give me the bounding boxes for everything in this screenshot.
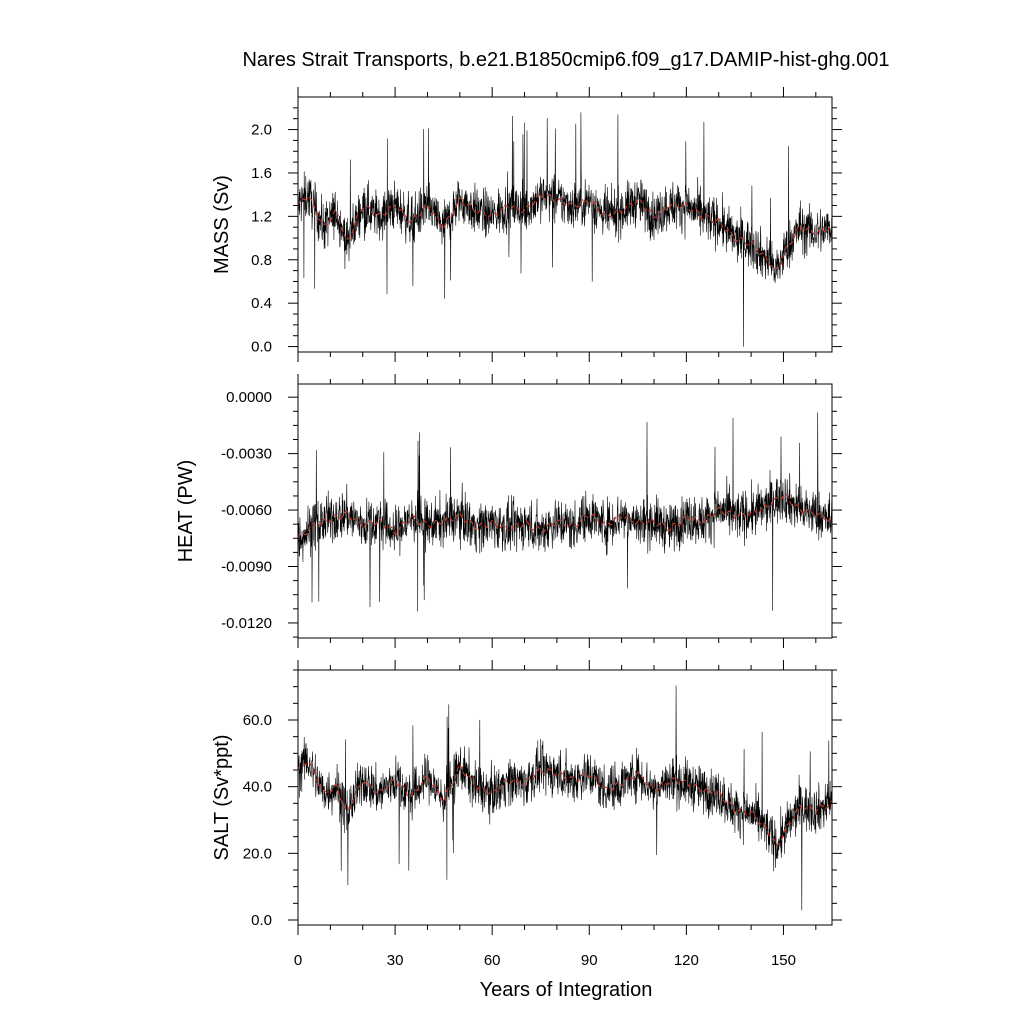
y-tick-label: -0.0030	[221, 446, 272, 463]
x-tick-label: 30	[387, 952, 404, 969]
y-axis-label: HEAT (PW)	[175, 460, 197, 563]
y-tick-label: 0.0	[251, 912, 272, 929]
y-tick-label: 1.2	[251, 208, 272, 225]
y-tick-label: 0.4	[251, 295, 272, 312]
panel-frame	[297, 96, 833, 353]
panel-1: 0.0 0.4 0.8 1.2 1.6 2.0 MASS (Sv)	[211, 87, 842, 362]
y-tick-label: -0.0120	[221, 615, 272, 632]
raw-series-line	[298, 685, 832, 911]
panel-2: -0.0120 -0.0090 -0.0060 -0.0030 0.0000 HEAT (…	[175, 374, 842, 648]
panel-frame	[297, 669, 833, 926]
y-tick-label: 20.0	[243, 845, 272, 862]
chart-title: Nares Strait Transports, b.e21.B1850cmip…	[242, 49, 889, 71]
smoothed-series-line	[298, 493, 832, 539]
panel-frame	[297, 383, 833, 639]
x-tick-label: 0	[294, 952, 302, 969]
raw-series-line	[298, 412, 832, 612]
y-tick-label: -0.0060	[221, 502, 272, 519]
y-axis-label: MASS (Sv)	[211, 175, 233, 274]
raw-series-line	[298, 112, 832, 347]
y-tick-label: 0.0	[251, 339, 272, 356]
x-tick-label: 90	[581, 952, 598, 969]
panel-3: 0.0 20.0 40.0 60.0 SALT (Sv*ppt)	[211, 660, 842, 935]
x-tick-label: 60	[484, 952, 501, 969]
x-tick-label: 150	[771, 952, 796, 969]
y-tick-label: 1.6	[251, 165, 272, 182]
smoothed-series-line	[298, 193, 832, 270]
y-tick-label: 2.0	[251, 122, 272, 139]
panels-group: 0.0 0.4 0.8 1.2 1.6 2.0 MASS (Sv) -0.0120 -0.009…	[175, 87, 842, 935]
x-tick-label: 120	[674, 952, 699, 969]
y-tick-label: 0.8	[251, 252, 272, 269]
y-tick-label: -0.0090	[221, 559, 272, 576]
smoothed-series-line	[298, 761, 832, 846]
y-tick-label: 60.0	[243, 712, 272, 729]
y-tick-label: 0.0000	[226, 389, 272, 406]
x-axis-label: Years of Integration	[480, 979, 653, 1001]
y-tick-label: 40.0	[243, 779, 272, 796]
y-axis-label: SALT (Sv*ppt)	[211, 735, 233, 861]
x-axis-ticks: 0 30 60 90 120 150	[294, 952, 796, 969]
